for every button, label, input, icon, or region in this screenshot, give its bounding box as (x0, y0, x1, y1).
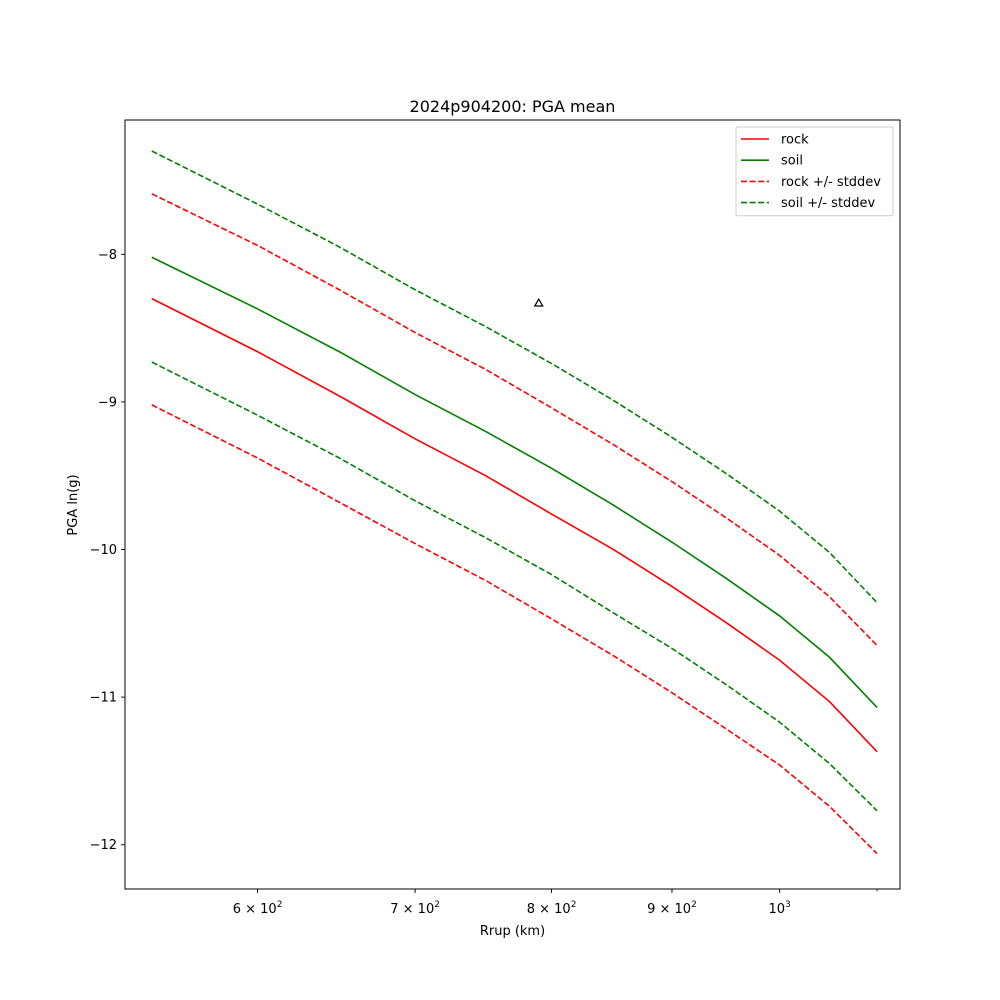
x-tick-exponent: 2 (277, 900, 283, 910)
plot-lines (151, 150, 878, 855)
series-line-6 (151, 361, 878, 812)
series-line-1 (151, 297, 878, 753)
legend: rock soil rock +/- stddev soil +/- stddev (735, 126, 894, 217)
legend-box (735, 126, 894, 217)
y-tick-label: −8 (98, 248, 117, 263)
x-tick-exponent: 2 (434, 900, 440, 910)
legend-label: rock (781, 133, 809, 148)
x-tick-label: 9 × 102 (647, 900, 697, 917)
x-tick-base: 7 × 10 (390, 902, 434, 917)
x-axis-label: Rrup (km) (480, 924, 545, 939)
y-tick-label: −12 (90, 838, 117, 853)
x-tick-base: 8 × 10 (527, 902, 571, 917)
plot-frame (124, 119, 901, 890)
y-axis-ticks: −8 −9 −10 −11 −12 (90, 248, 125, 853)
x-tick-exponent: 2 (571, 900, 577, 910)
x-tick-base: 9 × 10 (647, 902, 691, 917)
y-tick-label: −11 (90, 691, 117, 706)
chart-title: 2024p904200: PGA mean (410, 97, 616, 116)
legend-label: rock +/- stddev (781, 175, 881, 190)
x-tick-base: 6 × 10 (233, 902, 277, 917)
series-line-4 (151, 404, 878, 855)
legend-label: soil +/- stddev (781, 196, 876, 211)
y-tick-label: −10 (90, 543, 117, 558)
observation-markers (533, 297, 544, 307)
x-tick-label: 8 × 102 (527, 900, 577, 917)
series-line-3 (151, 193, 878, 647)
x-tick-label: 103 (768, 900, 790, 917)
y-tick-label: −9 (98, 395, 117, 410)
observation-marker-1 (533, 297, 544, 307)
x-tick-label: 6 × 102 (233, 900, 283, 917)
x-axis-ticks: 6 × 102 7 × 102 8 × 102 9 × 102 103 (233, 889, 878, 917)
x-tick-exponent: 2 (691, 900, 697, 910)
series-line-5 (151, 150, 878, 604)
series-line-2 (151, 256, 878, 709)
x-tick-base: 10 (768, 902, 785, 917)
x-tick-exponent: 3 (785, 900, 791, 910)
legend-label: soil (781, 154, 803, 169)
x-tick-label: 7 × 102 (390, 900, 440, 917)
y-axis-label: PGA ln(g) (66, 474, 81, 535)
